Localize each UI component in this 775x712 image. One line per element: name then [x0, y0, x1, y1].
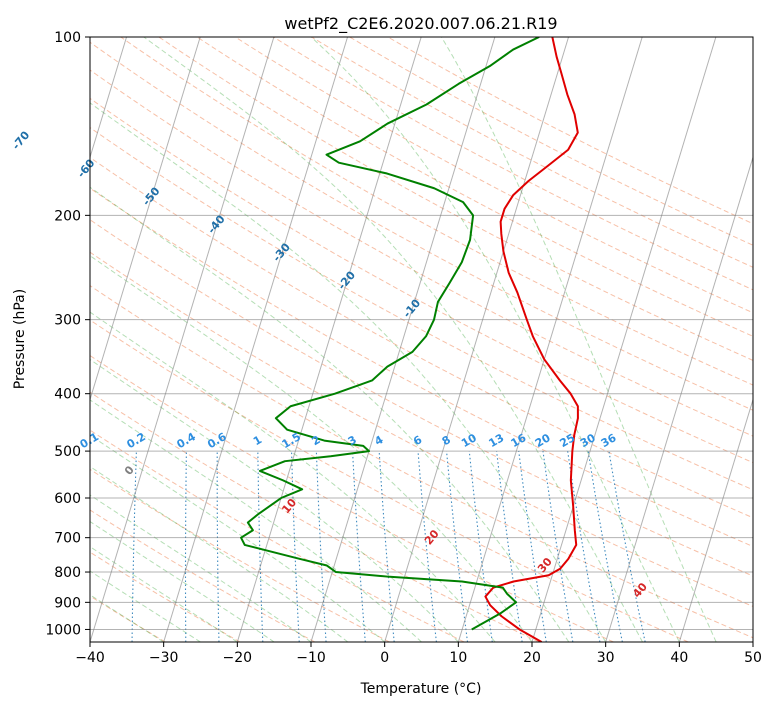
- y-tick-label: 100: [54, 30, 81, 46]
- x-tick-label: 20: [523, 650, 541, 666]
- dry-adiabat-line: [196, 37, 753, 337]
- isotherm-line: [163, 37, 349, 642]
- x-tick-label: 40: [670, 650, 688, 666]
- moist-adiabat-line: [90, 102, 607, 642]
- moist-adiabat-line: [90, 255, 533, 642]
- y-tick-label: 900: [54, 595, 81, 611]
- dry-adiabat-line: [90, 41, 753, 411]
- dewpoint-profile-line: [240, 37, 540, 631]
- y-axis-label: Pressure (hPa): [12, 289, 28, 389]
- dry-adiabat-line: [90, 468, 390, 642]
- dry-adiabat-line: [90, 251, 753, 608]
- x-tick-label: 0: [380, 650, 389, 666]
- moist-adiabat-line: [143, 37, 643, 642]
- x-tick-label: 50: [744, 650, 762, 666]
- y-tick-label: 700: [54, 531, 81, 547]
- plot-frame: [89, 36, 754, 643]
- moist-adiabat-line: [90, 434, 385, 642]
- mixing-ratio-line: [518, 451, 547, 642]
- mixing-ratio-line: [291, 451, 300, 642]
- mixing-ratio-line: [131, 451, 137, 642]
- isotherm-line: [384, 37, 570, 642]
- y-tick-label: 800: [54, 565, 81, 581]
- mixing-ratio-line: [378, 451, 395, 642]
- mixing-ratio-line: [608, 451, 646, 642]
- moist-adiabat-line: [90, 186, 570, 642]
- mixing-ratio-line: [496, 451, 523, 642]
- dry-adiabat-line: [90, 69, 753, 437]
- dry-adiabat-line: [273, 37, 753, 291]
- dry-adiabat-line: [90, 187, 753, 548]
- mixing-ratio-line: [257, 451, 264, 642]
- x-tick-label: −30: [149, 650, 179, 666]
- dry-adiabat-line: [90, 509, 315, 642]
- mixing-ratio-line: [315, 451, 327, 642]
- moist-adiabat-line: [90, 358, 459, 642]
- mixing-ratio-line: [542, 451, 574, 642]
- mixing-ratio-line: [468, 451, 493, 642]
- profile-lines: [240, 37, 579, 642]
- moist-adiabat-line: [90, 465, 349, 642]
- mixing-ratio-line: [587, 451, 623, 642]
- dry-adiabat-line: [90, 219, 753, 577]
- y-tick-label: 300: [54, 313, 81, 329]
- y-tick-label: 400: [54, 387, 81, 403]
- x-tick-label: −20: [223, 650, 253, 666]
- isotherm-line: [605, 155, 753, 642]
- y-tick-label: 1000: [45, 622, 81, 638]
- x-tick-label: 30: [597, 650, 615, 666]
- isotherm-line: [90, 37, 128, 159]
- mixing-ratio-line: [446, 451, 469, 642]
- mixing-ratio-line: [184, 451, 187, 642]
- isotherm-line: [310, 37, 496, 642]
- moist-adiabat-line: [90, 311, 496, 642]
- y-tick-label: 200: [54, 208, 81, 224]
- chart-title: wetPf2_C2E6.2020.007.06.21.R19: [284, 14, 557, 34]
- isotherm-line: [457, 37, 643, 642]
- moist-adiabat-line: [441, 37, 717, 642]
- dry-adiabat-line: [90, 429, 465, 642]
- axes: −40 −30 −20 −10 0 10 20 30 40 50 100 200 300 400 500 60…: [45, 30, 762, 666]
- y-tick-label: 500: [54, 444, 81, 460]
- dry-adiabat-line: [120, 37, 753, 386]
- y-tick-label: 600: [54, 491, 81, 507]
- isotherm-line: [531, 37, 717, 642]
- dry-adiabat-line: [349, 37, 753, 246]
- dry-adiabat-line: [90, 126, 753, 491]
- moist-adiabat-line: [90, 520, 275, 642]
- moist-adiabat-line: [310, 37, 680, 642]
- dry-adiabat-line: [90, 285, 753, 639]
- x-tick-label: 10: [449, 650, 467, 666]
- isotherm-line: [90, 37, 275, 642]
- dry-adiabat-line: [158, 37, 753, 361]
- mixing-ratio-line: [417, 451, 437, 642]
- dry-adiabat-line: [311, 37, 753, 268]
- mixing-ratio-line: [352, 451, 366, 642]
- isotherm-line: [90, 37, 201, 402]
- mixing-ratio-line: [567, 451, 601, 642]
- background-lines: [90, 37, 753, 642]
- temperature-profile-line: [484, 37, 579, 642]
- x-tick-label: −40: [75, 650, 105, 666]
- mixing-ratio-line: [216, 451, 220, 642]
- x-axis-label: Temperature (°C): [360, 681, 482, 697]
- isotherm-line: [678, 397, 753, 642]
- isotherm-line: [236, 37, 422, 642]
- x-tick-label: −10: [296, 650, 326, 666]
